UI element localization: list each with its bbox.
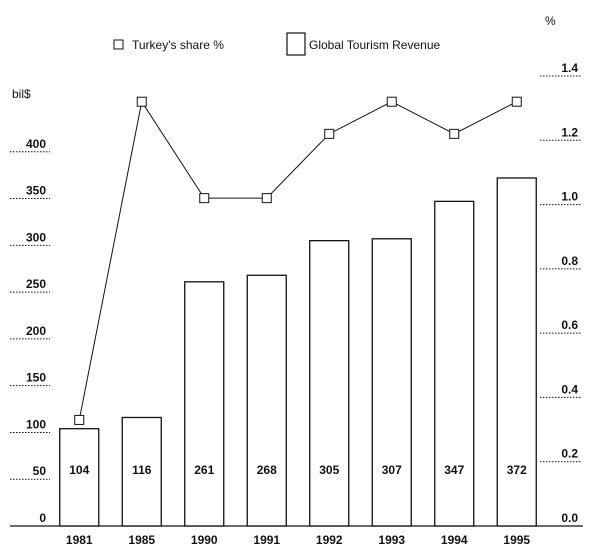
y2-tick: 0.4	[540, 382, 582, 398]
x-tick-label: 1992	[316, 533, 343, 547]
bar-group: 305	[309, 240, 350, 527]
bar-value-label: 116	[132, 463, 152, 477]
y-tick-label: 50	[33, 464, 47, 478]
bar-value-label: 372	[507, 463, 527, 477]
bar-value-label: 305	[319, 463, 339, 477]
y2-tick: 1.0	[540, 190, 582, 206]
y-tick: 0	[39, 511, 46, 525]
share-point	[449, 128, 460, 139]
share-line	[74, 96, 522, 425]
x-tick-label: 1994	[441, 533, 468, 547]
bar-value-label: 268	[257, 463, 277, 477]
bar	[184, 281, 225, 527]
y-tick-label: 350	[26, 184, 46, 198]
axes: 0 50 100 150 200 250 300 350 400 0.0 0.2 0.4 0.6 0.8 1…	[10, 61, 583, 527]
y-tick: 200	[10, 324, 50, 340]
y-tick-label: 200	[26, 324, 46, 338]
legend-line-label: Turkey's share %	[132, 38, 224, 52]
share-point	[511, 96, 522, 107]
share-point	[324, 128, 335, 139]
bar-group: 116	[121, 416, 162, 527]
y-tick-label: 100	[26, 417, 46, 431]
y-tick-label: 250	[26, 277, 46, 291]
y-tick: 250	[10, 277, 50, 293]
bar	[59, 428, 100, 527]
y2-tick-label: 0.8	[561, 254, 578, 268]
y-tick-label: 150	[26, 371, 46, 385]
y2-tick: 0.2	[540, 447, 582, 463]
x-tick-label: 1985	[128, 533, 155, 547]
bar-group: 372	[496, 177, 537, 527]
y2-tick-label: 0.4	[561, 382, 578, 396]
y-tick-label: 400	[26, 137, 46, 151]
bar-group: 104	[59, 428, 100, 527]
legend: Turkey's share % Global Tourism Revenue	[113, 32, 441, 56]
y-tick-label: 300	[26, 230, 46, 244]
y2-tick: 0.8	[540, 254, 582, 270]
y2-tick: 1.2	[540, 125, 582, 141]
y2-tick: 0.6	[540, 318, 582, 334]
y-axis-label: bil$	[12, 87, 31, 101]
legend-bar-marker	[286, 32, 306, 56]
bar	[246, 274, 287, 527]
bar-group: 307	[371, 238, 412, 527]
bar-value-label: 261	[194, 463, 214, 477]
bar	[496, 177, 537, 527]
share-point	[386, 96, 397, 107]
legend-bar-label: Global Tourism Revenue	[309, 38, 441, 52]
bar	[309, 240, 350, 527]
x-tick-label: 1991	[253, 533, 280, 547]
y2-axis-label: %	[545, 14, 556, 28]
x-tick-label: 1993	[378, 533, 405, 547]
y2-tick: 0.0	[561, 511, 578, 525]
y2-tick-label: 1.2	[561, 125, 578, 139]
y2-tick-label: 1.0	[561, 190, 578, 204]
y2-tick: 1.4	[540, 61, 582, 77]
y-tick: 350	[10, 184, 50, 200]
y-tick: 100	[10, 417, 50, 433]
share-point	[199, 193, 210, 204]
share-line-path	[78, 100, 517, 421]
bar-group: 268	[246, 274, 287, 527]
bar-group: 347	[434, 200, 475, 527]
legend-line-marker	[113, 39, 124, 50]
bar-group: 261	[184, 281, 225, 527]
y-tick: 400	[10, 137, 50, 153]
bar	[371, 238, 412, 527]
bar	[121, 416, 162, 527]
y2-tick-label: 0.6	[561, 318, 578, 332]
bar-value-label: 104	[69, 463, 89, 477]
share-point	[74, 414, 85, 425]
y2-tick-label: 0.2	[561, 447, 578, 461]
share-point	[136, 96, 147, 107]
bars: 104 116 261 268 305 307 347 372	[59, 177, 537, 527]
x-tick-label: 1990	[191, 533, 218, 547]
y-tick: 300	[10, 230, 50, 246]
y-tick: 50	[10, 464, 50, 480]
x-tick-label: 1995	[503, 533, 530, 547]
y2-tick-label: 0.0	[561, 511, 578, 525]
x-tick-label: 1981	[66, 533, 93, 547]
bar-value-label: 307	[382, 463, 402, 477]
share-point	[261, 193, 272, 204]
y-tick: 150	[10, 371, 50, 387]
bar	[434, 200, 475, 527]
y-tick-label: 0	[39, 511, 46, 525]
y2-tick-label: 1.4	[561, 61, 578, 75]
x-tick-labels: 1981 1985 1990 1991 1992 1993 1994 1995	[66, 533, 531, 547]
bar-value-label: 347	[444, 463, 464, 477]
